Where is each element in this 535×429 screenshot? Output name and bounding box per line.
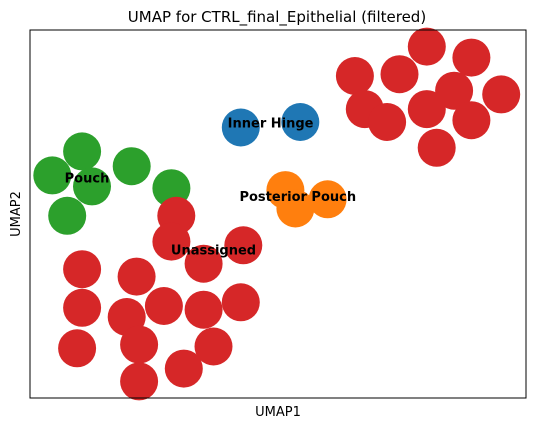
- point-unassigned-25: [164, 349, 203, 388]
- point-inner-hinge-0: [221, 108, 260, 147]
- y-axis-label: UMAP2: [9, 191, 24, 237]
- point-unassigned-0: [407, 27, 446, 66]
- cluster-label-unassigned: Unassigned: [171, 243, 256, 258]
- point-posterior-pouch-2: [308, 180, 347, 219]
- cluster-label-pouch: Pouch: [65, 172, 110, 187]
- point-pouch-2: [33, 156, 72, 195]
- point-unassigned-19: [184, 290, 223, 329]
- points-layer: [33, 27, 521, 401]
- point-unassigned-14: [184, 244, 223, 283]
- point-pouch-3: [73, 167, 111, 206]
- point-unassigned-22: [194, 327, 233, 366]
- plot-area: Inner Hinge Posterior Pouch Pouch Unassigne…: [29, 27, 527, 401]
- cluster-labels-layer: Inner Hinge Posterior Pouch Pouch Unassigne…: [65, 116, 356, 258]
- point-unassigned-20: [63, 288, 102, 327]
- point-unassigned-16: [117, 257, 156, 296]
- point-pouch-1: [112, 147, 151, 186]
- cluster-label-posterior-pouch: Posterior Pouch: [239, 190, 356, 205]
- x-axis-label: UMAP1: [255, 405, 301, 420]
- point-unassigned-10: [417, 128, 456, 167]
- point-unassigned-9: [452, 101, 491, 140]
- point-unassigned-4: [435, 71, 474, 110]
- point-unassigned-5: [482, 75, 521, 114]
- cluster-label-inner-hinge: Inner Hinge: [228, 116, 314, 131]
- point-posterior-pouch-1: [276, 189, 315, 228]
- point-pouch-5: [48, 196, 87, 235]
- point-unassigned-7: [407, 90, 446, 129]
- point-inner-hinge-1: [281, 103, 320, 141]
- point-unassigned-13: [224, 226, 263, 265]
- point-unassigned-17: [221, 283, 260, 322]
- point-unassigned-3: [380, 55, 419, 94]
- axes-frame: [29, 29, 527, 399]
- point-unassigned-1: [452, 38, 491, 77]
- point-unassigned-18: [144, 287, 183, 325]
- point-unassigned-26: [120, 362, 159, 401]
- point-unassigned-24: [58, 329, 97, 368]
- point-unassigned-8: [368, 103, 407, 141]
- point-unassigned-2: [335, 57, 374, 95]
- point-unassigned-12: [152, 222, 191, 261]
- point-pouch-0: [63, 132, 102, 171]
- point-unassigned-23: [120, 325, 159, 364]
- point-unassigned-15: [63, 250, 102, 289]
- chart-title: UMAP for CTRL_final_Epithelial (filtered…: [128, 8, 426, 27]
